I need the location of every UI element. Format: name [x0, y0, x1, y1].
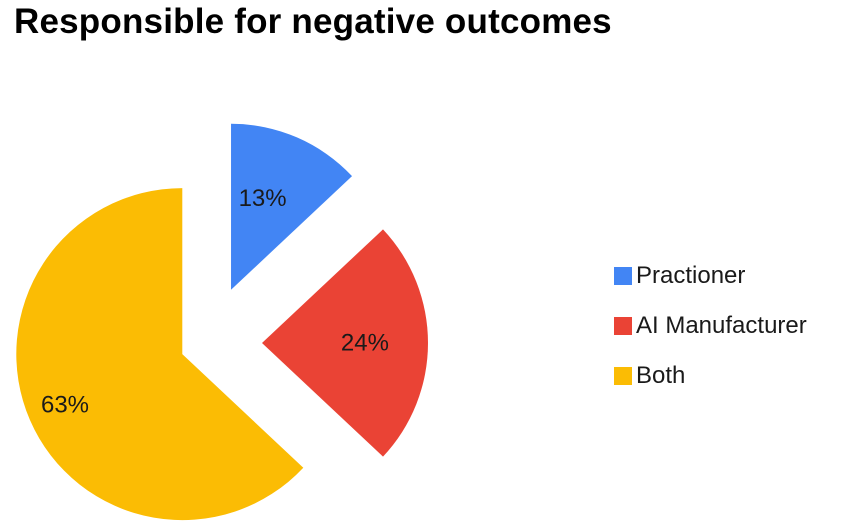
pie-slices [16, 123, 428, 521]
legend: Practioner AI Manufacturer Both [614, 261, 807, 413]
slice-label-both: 63% [41, 391, 89, 418]
legend-swatch [614, 316, 632, 335]
legend-item-both: Both [614, 361, 807, 389]
legend-swatch [614, 366, 632, 385]
legend-item-practioner: Practioner [614, 261, 807, 289]
legend-label: Both [636, 361, 686, 389]
slice-practioner [231, 123, 353, 290]
slice-both [16, 188, 304, 521]
legend-label: Practioner [636, 261, 746, 289]
slice-label-ai-manufacturer: 24% [341, 330, 389, 357]
legend-swatch [614, 266, 632, 285]
legend-label: AI Manufacturer [636, 311, 807, 339]
pie-slice-labels: 13% 24% 63% [41, 185, 389, 419]
legend-item-ai-manufacturer: AI Manufacturer [614, 311, 807, 339]
chart-title: Responsible for negative outcomes [14, 2, 612, 41]
slice-ai-manufacturer [262, 229, 428, 457]
slice-label-practioner: 13% [239, 185, 287, 212]
